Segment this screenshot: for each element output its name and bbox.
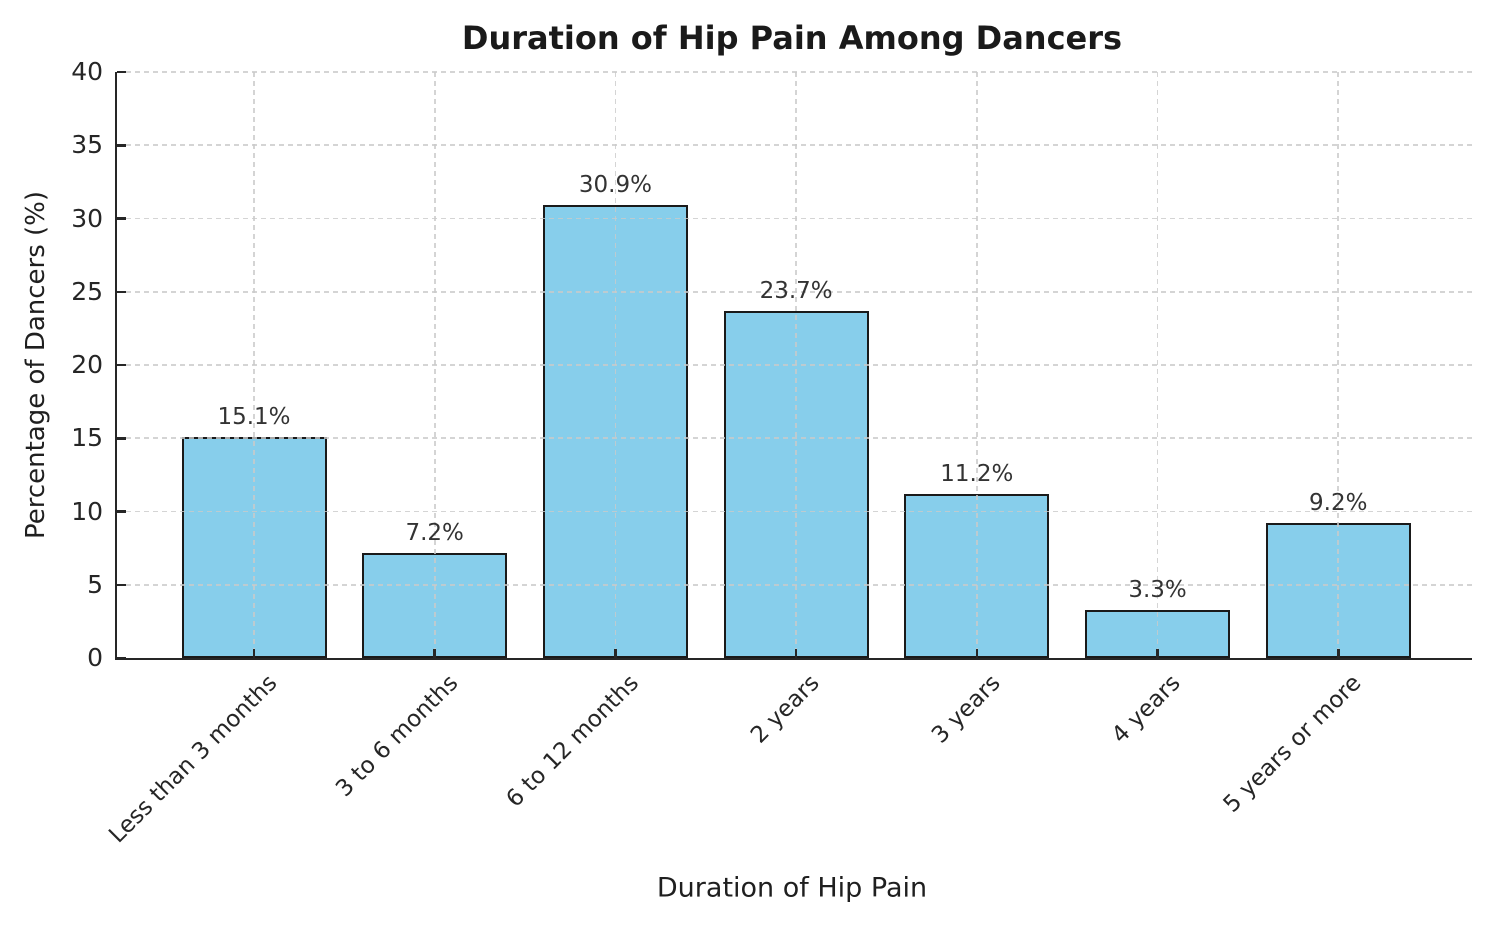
chart-title: Duration of Hip Pain Among Dancers	[461, 19, 1123, 57]
bar-value-label: 23.7%	[759, 277, 833, 304]
bar	[1265, 523, 1411, 658]
y-tick-label: 25	[71, 276, 103, 306]
bar-value-label: 9.2%	[1309, 490, 1368, 517]
x-tick-label: Less than 3 months	[104, 670, 283, 849]
x-tick-label: 3 years	[926, 670, 1006, 749]
y-tick-mark	[117, 144, 126, 147]
y-tick-label: 0	[87, 643, 103, 672]
x-tick-mark	[1156, 649, 1159, 658]
y-tick-label: 10	[71, 496, 103, 526]
x-tick-label: 3 to 6 months	[330, 670, 464, 803]
x-tick-mark	[975, 649, 979, 658]
y-tick-mark	[117, 510, 126, 513]
y-tick-mark	[117, 437, 126, 440]
bar	[362, 552, 508, 658]
bar	[723, 310, 869, 658]
x-tick-mark	[1337, 649, 1340, 658]
x-tick-mark	[252, 649, 256, 658]
y-tick-label: 20	[71, 350, 103, 379]
y-tick-mark	[117, 70, 126, 74]
bar-value-label: 7.2%	[405, 519, 464, 546]
y-tick-mark	[117, 656, 126, 660]
v-gridline	[1156, 72, 1159, 658]
x-axis-label: Duration of Hip Pain	[656, 872, 928, 904]
x-tick-mark	[614, 649, 617, 658]
y-tick-label: 15	[71, 423, 103, 453]
plot-area: 0 5 10 15 20 25 30 35 40 15.1% Less than 3 months 7…	[71, 57, 1472, 848]
x-tick-label: 6 to 12 months	[501, 670, 644, 813]
bar	[542, 205, 688, 658]
y-tick-label: 35	[71, 130, 103, 160]
bar-value-label: 15.1%	[217, 403, 291, 430]
bar-value-label: 11.2%	[940, 460, 1014, 487]
x-tick-label: 2 years	[745, 670, 825, 749]
h-gridline	[117, 71, 1472, 73]
bar-value-label: 30.9%	[578, 172, 652, 199]
bar	[904, 493, 1050, 658]
y-tick-label: 40	[71, 57, 103, 86]
y-tick-label: 30	[71, 203, 103, 233]
bar-value-label: 3.3%	[1128, 576, 1187, 603]
x-tick-mark	[794, 649, 798, 658]
x-tick-label: 5 years or more	[1218, 670, 1367, 818]
y-tick-mark	[117, 217, 126, 220]
y-tick-mark	[117, 583, 126, 586]
h-gridline	[117, 144, 1472, 147]
bar	[181, 436, 327, 658]
y-tick-mark	[117, 290, 126, 293]
y-tick-label: 5	[87, 569, 103, 599]
y-axis-label: Percentage of Dancers (%)	[21, 190, 51, 540]
y-tick-mark	[117, 363, 126, 367]
x-tick-mark	[433, 649, 436, 658]
h-gridline	[117, 217, 1472, 220]
x-tick-label: 4 years	[1107, 670, 1186, 749]
